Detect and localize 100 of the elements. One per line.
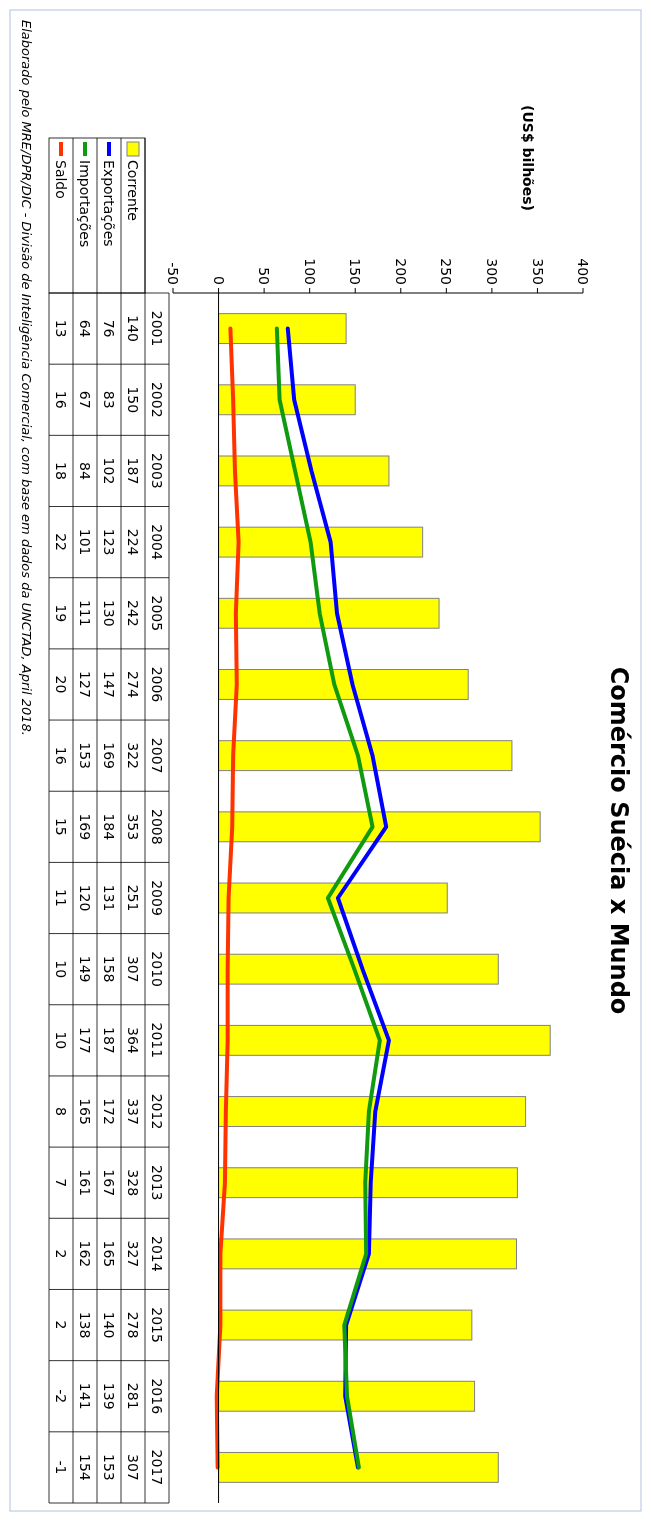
data-label: 2: [53, 1249, 70, 1259]
data-label: 353: [125, 813, 142, 841]
data-label: 281: [125, 1382, 142, 1410]
legend-label: Saldo: [53, 160, 70, 199]
data-label: 130: [101, 599, 118, 627]
data-label: 127: [77, 671, 94, 698]
y-tick-label: 2009: [149, 880, 166, 916]
data-label: 8: [53, 1107, 70, 1116]
text: Comércio Suécia x Mundo: [605, 666, 633, 1015]
data-label: 22: [53, 533, 70, 552]
x-tick-label: 200: [392, 258, 409, 285]
y-tick-label: 2016: [149, 1378, 166, 1415]
data-label: 101: [77, 528, 94, 556]
data-label: 154: [77, 1454, 94, 1481]
data-label: 322: [125, 742, 142, 770]
data-label: 16: [53, 746, 70, 765]
data-label: 224: [125, 528, 142, 556]
data-label: 149: [77, 955, 94, 983]
data-label: 278: [125, 1311, 142, 1339]
data-label: 140: [101, 1311, 118, 1339]
data-label: 138: [77, 1311, 94, 1339]
legend-label: Corrente: [125, 160, 142, 221]
data-label: 242: [125, 599, 142, 627]
data-label: 169: [101, 742, 118, 770]
legend-label: Importações: [77, 160, 94, 248]
data-label: 147: [101, 671, 118, 698]
data-label: 102: [101, 457, 118, 485]
y-tick-label: 2007: [149, 737, 166, 774]
data-label: 120: [77, 884, 94, 912]
y-tick-label: 2014: [149, 1236, 166, 1272]
x-tick-label: 250: [438, 258, 455, 285]
data-label: 13: [53, 319, 70, 338]
data-label: 139: [101, 1382, 118, 1410]
data-label: 337: [125, 1098, 142, 1125]
x-tick-label: 0: [210, 276, 227, 285]
data-label: 10: [53, 1031, 70, 1050]
data-label: 67: [77, 390, 94, 409]
data-label: 161: [77, 1169, 94, 1197]
data-label: 327: [125, 1240, 142, 1268]
x-tick-label: -50: [165, 262, 182, 285]
data-label: 153: [77, 742, 94, 770]
data-label: 274: [125, 671, 142, 698]
data-label: 140: [125, 315, 142, 342]
data-label: 251: [125, 884, 142, 912]
x-tick-label: 400: [575, 258, 592, 285]
data-label: 150: [125, 386, 142, 414]
y-tick-label: 2005: [149, 595, 166, 632]
y-tick-label: 2012: [149, 1093, 166, 1130]
data-label: 84: [77, 462, 94, 480]
y-tick-label: 2011: [149, 1022, 166, 1059]
data-label: 83: [101, 390, 118, 409]
data-label: 15: [53, 817, 70, 836]
data-label: 328: [125, 1169, 142, 1197]
data-label: 158: [101, 955, 118, 983]
y-tick-label: 2013: [149, 1164, 166, 1201]
y-tick-label: 2004: [149, 524, 166, 561]
data-label: 10: [53, 960, 70, 979]
data-label: 2: [53, 1320, 70, 1330]
y-tick-label: 2015: [149, 1307, 166, 1343]
x-tick-label: 300: [483, 258, 500, 285]
x-tick-label: 100: [301, 258, 318, 285]
text: (US$ bilhões): [520, 105, 536, 211]
data-label: 18: [53, 462, 70, 480]
data-label: 167: [101, 1169, 118, 1197]
data-label: 307: [125, 1454, 142, 1481]
data-label: 131: [101, 884, 118, 912]
data-label: 141: [77, 1382, 94, 1410]
x-tick-label: 50: [256, 267, 273, 285]
data-label: 162: [77, 1240, 94, 1268]
data-label: -2: [53, 1389, 70, 1404]
data-label: 307: [125, 955, 142, 983]
data-label: 123: [101, 528, 118, 556]
x-tick-label: 150: [347, 258, 364, 285]
y-tick-label: 2001: [149, 310, 166, 347]
data-label: 177: [77, 1026, 94, 1054]
y-tick-label: 2017: [149, 1449, 166, 1486]
data-label: 187: [101, 1026, 118, 1054]
y-tick-label: 2008: [149, 809, 166, 845]
data-label: 19: [53, 604, 70, 623]
legend-label: Exportações: [101, 160, 118, 247]
data-label: 165: [101, 1240, 118, 1268]
data-label: 364: [125, 1026, 142, 1054]
data-label: -1: [53, 1460, 70, 1475]
data-label: 16: [53, 390, 70, 409]
y-tick-label: 2006: [149, 666, 166, 703]
y-tick-label: 2010: [149, 951, 166, 987]
data-label: 165: [77, 1098, 94, 1125]
data-label: 187: [125, 457, 142, 485]
data-label: 153: [101, 1454, 118, 1481]
x-tick-label: 350: [529, 258, 546, 285]
data-label: 20: [53, 675, 70, 694]
data-label: 76: [101, 319, 118, 338]
data-label: 184: [101, 813, 118, 841]
data-label: 11: [53, 889, 70, 907]
data-label: 7: [53, 1178, 70, 1188]
data-label: 169: [77, 813, 94, 841]
text: Elaborado pelo MRE/DPR/DIC - Divisão de Inteligência Comercial, com base em dados da UNCTAD, April 2018.: [19, 20, 34, 736]
y-tick-label: 2003: [149, 453, 166, 489]
data-label: 64: [77, 319, 94, 338]
data-label: 172: [101, 1098, 118, 1125]
